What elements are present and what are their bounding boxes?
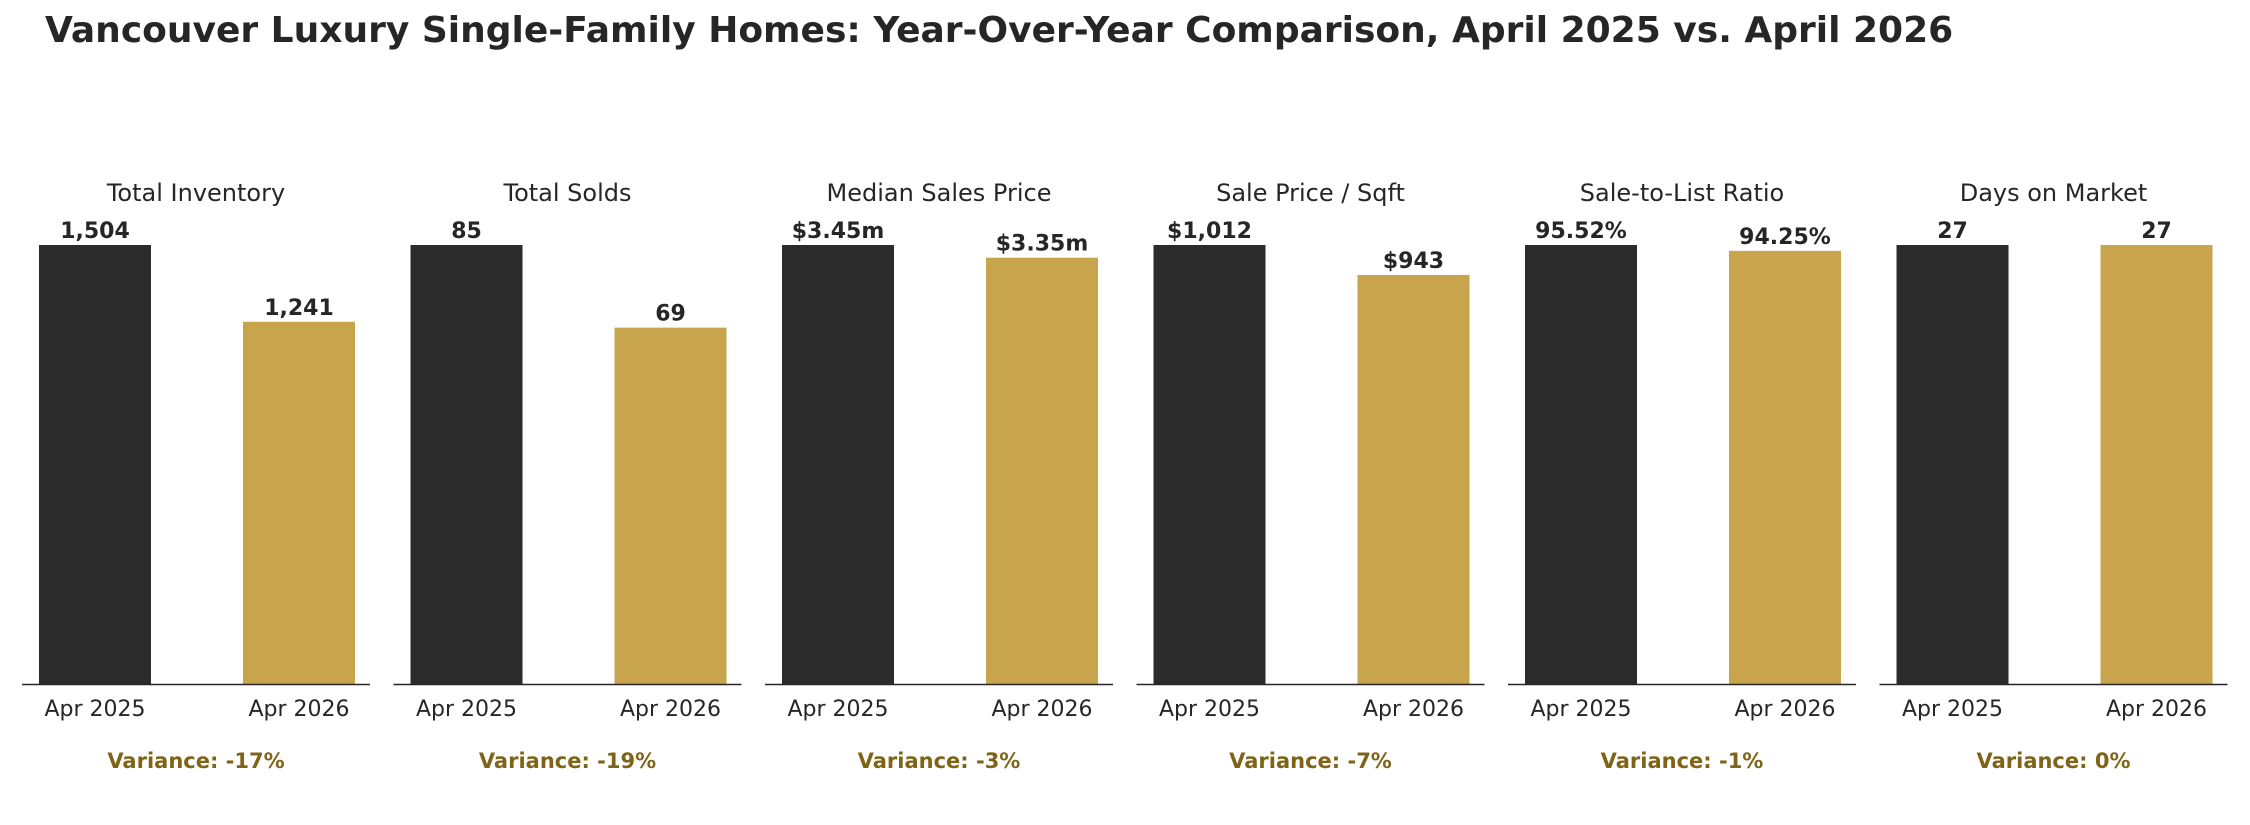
chart-panel: Total Inventory 1,504 Apr 2025 1,241 Apr 202… [22,179,370,773]
chart-panel: Sale-to-List Ratio 95.52% Apr 2025 94.25% Ap… [1508,179,1856,773]
chart-panel: Total Solds 85 Apr 2025 69 Apr 2026 Variance:… [393,179,742,773]
panel-title: Median Sales Price [827,179,1052,207]
bar-value-label: $3.45m [792,219,885,244]
chart-panel: Sale Price / Sqft $1,012 Apr 2025 $943 Apr 2… [1136,179,1485,773]
bar-apr-2026 [1357,274,1470,684]
variance-label: Variance: -3% [858,749,1021,773]
bar-apr-2025 [1525,245,1637,684]
bar-value-label: $3.35m [996,232,1089,257]
variance-label: Variance: 0% [1976,749,2130,773]
bar-value-label: 1,241 [264,296,334,321]
bar-apr-2026 [243,321,355,684]
bar-apr-2025 [782,245,894,684]
panel-title: Total Inventory [106,179,285,207]
bar-value-label: 69 [655,302,686,327]
x-tick-label: Apr 2025 [1530,697,1631,722]
x-tick-label: Apr 2025 [787,697,888,722]
x-tick-label: Apr 2026 [248,697,349,722]
bar-value-label: $943 [1383,249,1444,274]
bar-value-label: 1,504 [60,219,130,244]
bar-apr-2026 [2100,245,2213,684]
panel-title: Sale Price / Sqft [1216,179,1405,207]
x-tick-label: Apr 2026 [620,697,721,722]
panel-title: Sale-to-List Ratio [1580,179,1784,207]
x-tick-label: Apr 2026 [2106,697,2207,722]
x-tick-label: Apr 2025 [44,697,145,722]
x-tick-label: Apr 2025 [416,697,517,722]
panel-title: Days on Market [1960,179,2148,207]
bar-apr-2025 [410,245,523,684]
bar-value-label: $1,012 [1167,219,1252,244]
x-tick-label: Apr 2026 [1363,697,1464,722]
x-tick-label: Apr 2025 [1902,697,2003,722]
bar-value-label: 95.52% [1535,219,1627,244]
chart-panel: Median Sales Price $3.45m Apr 2025 $3.35m Ap… [765,179,1113,773]
page-title: Vancouver Luxury Single-Family Homes: Ye… [45,10,1954,51]
chart-panel: Days on Market 27 Apr 2025 27 Apr 2026 Varian… [1879,179,2228,773]
variance-label: Variance: -17% [107,749,284,773]
variance-label: Variance: -7% [1229,749,1392,773]
x-tick-label: Apr 2026 [991,697,1092,722]
bar-value-label: 27 [2141,219,2172,244]
panel-title: Total Solds [502,179,631,207]
bar-apr-2026 [986,257,1098,684]
x-tick-label: Apr 2026 [1734,697,1835,722]
bar-apr-2025 [39,245,151,684]
bar-apr-2025 [1896,245,2009,684]
bar-value-label: 94.25% [1739,225,1831,250]
bar-apr-2026 [614,327,727,684]
variance-label: Variance: -19% [479,749,656,773]
bar-value-label: 27 [1937,219,1968,244]
variance-label: Variance: -1% [1601,749,1764,773]
bar-value-label: 85 [451,219,482,244]
x-tick-label: Apr 2025 [1159,697,1260,722]
bar-apr-2026 [1729,250,1841,684]
bar-apr-2025 [1153,245,1266,684]
